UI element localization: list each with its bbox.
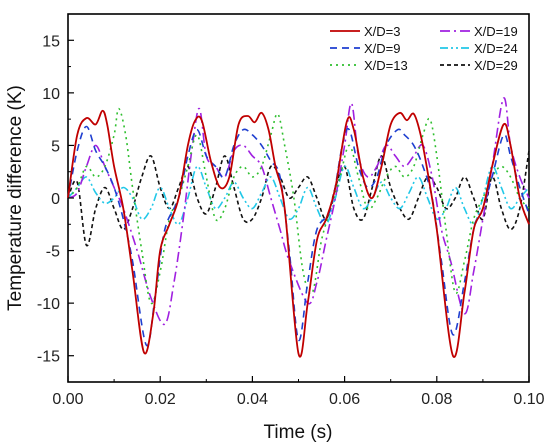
series-line-x-d-3 bbox=[67, 109, 530, 358]
legend: X/D=3 X/D=9 X/D=13 X/D=19 X/D=24 X/D=29 bbox=[330, 24, 518, 73]
legend-label: X/D=19 bbox=[474, 24, 518, 39]
legend-label: X/D=3 bbox=[364, 24, 401, 39]
y-tick-label: -15 bbox=[37, 349, 60, 366]
x-tick-label: 0.08 bbox=[421, 391, 452, 408]
y-tick-label: 10 bbox=[42, 86, 60, 103]
series-line-x-d-24 bbox=[67, 165, 530, 226]
y-tick-label: 0 bbox=[51, 191, 60, 208]
series-line-x-d-9 bbox=[67, 125, 530, 347]
y-tick-label: -5 bbox=[46, 244, 60, 261]
x-tick-label: 0.06 bbox=[329, 391, 360, 408]
legend-label: X/D=29 bbox=[474, 58, 518, 73]
y-tick-label: 5 bbox=[51, 138, 60, 155]
series-line-x-d-19 bbox=[67, 97, 530, 326]
y-axis-title: Temperature difference (K) bbox=[5, 85, 26, 311]
x-tick-label: 0.02 bbox=[145, 391, 176, 408]
legend-label: X/D=9 bbox=[364, 41, 401, 56]
series-line-x-d-13 bbox=[67, 107, 530, 305]
x-axis-ticks: 0.00 0.02 0.04 0.06 0.08 0.10 bbox=[52, 376, 545, 408]
x-tick-label: 0.04 bbox=[237, 391, 268, 408]
x-tick-label: 0.00 bbox=[52, 391, 83, 408]
series-layer bbox=[67, 97, 530, 358]
series-line-x-d-29 bbox=[67, 150, 530, 247]
legend-label: X/D=13 bbox=[364, 58, 408, 73]
x-axis-title: Time (s) bbox=[264, 422, 333, 443]
y-axis-ticks: -15 -10 -5 0 5 10 15 bbox=[37, 13, 74, 383]
x-tick-label: 0.10 bbox=[513, 391, 544, 408]
legend-label: X/D=24 bbox=[474, 41, 518, 56]
y-tick-label: 15 bbox=[42, 33, 60, 50]
y-tick-label: -10 bbox=[37, 296, 60, 313]
